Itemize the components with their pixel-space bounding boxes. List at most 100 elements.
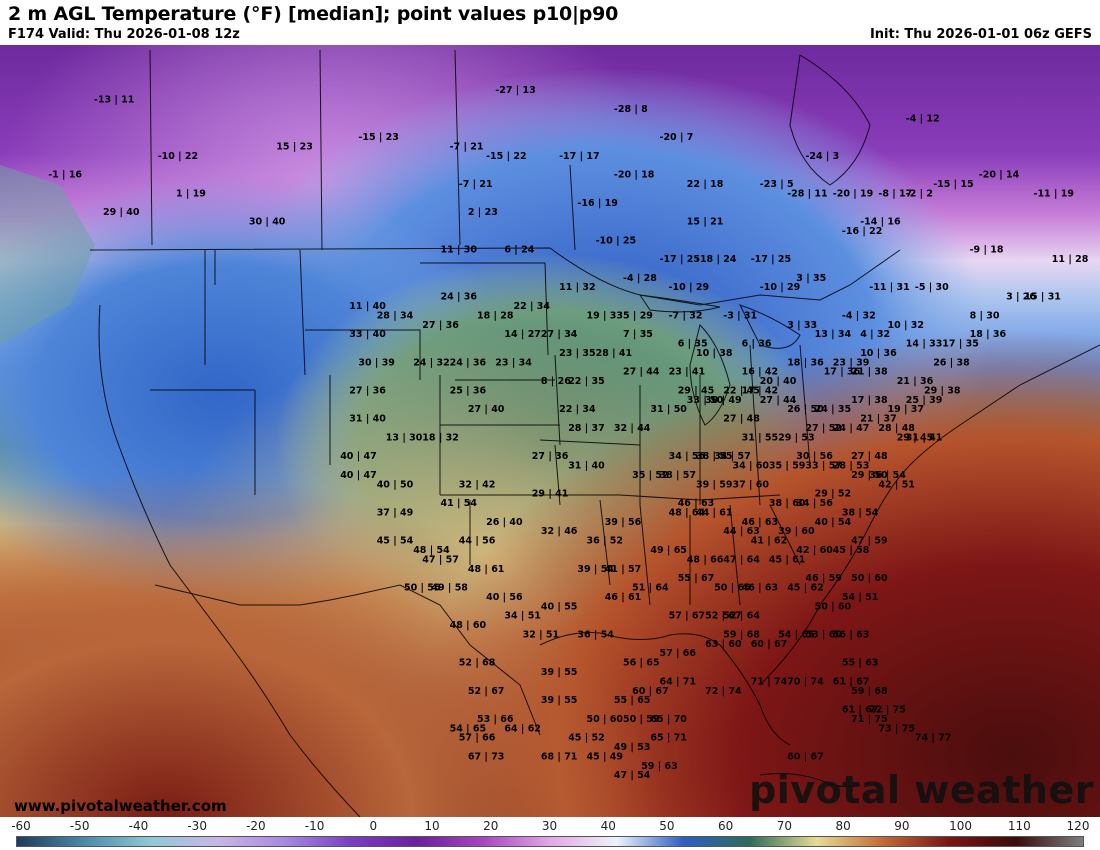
point-value: 5 | 29 xyxy=(623,310,653,321)
point-value: 42 | 60 xyxy=(796,545,833,556)
point-value: 45 | 62 xyxy=(787,583,824,594)
point-value: -10 | 22 xyxy=(158,151,198,162)
point-value: 35 | 59 xyxy=(769,461,806,472)
point-value: 29 | 41 xyxy=(532,489,569,500)
map-canvas: -13 | 11 -1 | 16 -10 | 22 1 | 19 29 | 40 30 |… xyxy=(0,45,1100,817)
point-value: 50 | 66 xyxy=(714,583,751,594)
point-value: 48 | 61 xyxy=(468,564,505,575)
point-value: 27 | 44 xyxy=(623,367,660,378)
point-value: 22 | 34 xyxy=(514,301,551,312)
point-value: 22 | 45 xyxy=(723,386,760,397)
point-value: 27 | 40 xyxy=(468,404,505,415)
point-value: 27 | 36 xyxy=(532,451,569,462)
point-value: 48 | 54 xyxy=(413,545,450,556)
point-value: -9 | 18 xyxy=(970,245,1004,256)
point-value: 28 | 48 xyxy=(878,423,915,434)
point-value: 45 | 49 xyxy=(587,752,624,763)
point-value: 28 | 41 xyxy=(596,348,633,359)
point-value: 32 | 51 xyxy=(523,630,560,641)
point-value: 11 | 30 xyxy=(441,245,478,256)
point-value: -16 | 19 xyxy=(577,198,617,209)
point-value: -27 | 13 xyxy=(495,85,535,96)
point-value: 18 | 36 xyxy=(970,329,1007,340)
point-value: 52 | 68 xyxy=(459,658,496,669)
great-lakes xyxy=(638,294,801,426)
point-value: 31 | 55 xyxy=(742,432,779,443)
point-value: 25 | 39 xyxy=(906,395,943,406)
point-value: 41 | 62 xyxy=(751,536,788,547)
point-value: 8 | 30 xyxy=(970,310,1000,321)
point-value: 27 | 36 xyxy=(349,386,386,397)
point-value: 21 | 36 xyxy=(897,376,934,387)
gulf-coastline xyxy=(539,632,791,746)
color-scale-tick: 40 xyxy=(600,819,616,833)
map-header: 2 m AGL Temperature (°F) [median]; point… xyxy=(0,0,1100,45)
canada-province-lines xyxy=(149,49,576,251)
point-value: 55 | 67 xyxy=(678,573,715,584)
color-scale-tick: 0 xyxy=(369,819,378,833)
point-value: -17 | 25 xyxy=(751,254,791,265)
point-value: 48 | 60 xyxy=(450,620,487,631)
point-value: 34 | 57 xyxy=(714,451,751,462)
point-value: 10 | 36 xyxy=(860,348,897,359)
point-value: -4 | 32 xyxy=(842,310,876,321)
cuba-outline xyxy=(759,772,861,788)
point-value: 34 | 56 xyxy=(669,451,706,462)
point-value: 38 | 54 xyxy=(842,508,879,519)
point-value: 56 | 65 xyxy=(623,658,660,669)
point-value: 40 | 47 xyxy=(340,470,377,481)
hudson-bay xyxy=(789,54,871,186)
point-value: 53 | 66 xyxy=(477,714,514,725)
point-value: 1 | 19 xyxy=(176,188,206,199)
point-value: 47 | 59 xyxy=(851,536,888,547)
point-value: -4 | 28 xyxy=(623,273,657,284)
point-value: 45 | 54 xyxy=(377,536,414,547)
point-value: 27 | 52 xyxy=(805,423,842,434)
point-value: 44 | 61 xyxy=(696,508,733,519)
point-value: 72 | 74 xyxy=(705,686,742,697)
point-value: 53 | 60 xyxy=(805,630,842,641)
point-values: -13 | 11 -1 | 16 -10 | 22 1 | 19 29 | 40 30 |… xyxy=(48,85,1089,781)
point-value: 14 | 33 xyxy=(906,339,943,350)
point-value: 10 | 32 xyxy=(888,320,925,331)
point-value: 46 | 59 xyxy=(805,573,842,584)
point-value: -24 | 3 xyxy=(805,151,839,162)
point-value: 19 | 37 xyxy=(888,404,925,415)
point-value: 6 | 35 xyxy=(678,339,708,350)
point-value: 2 | 23 xyxy=(468,207,498,218)
point-value: 32 | 46 xyxy=(541,526,578,537)
temperature-map[interactable]: -13 | 11 -1 | 16 -10 | 22 1 | 19 29 | 40 30 |… xyxy=(0,45,1100,817)
field-pacific-nw xyxy=(0,165,95,345)
point-value: 6 | 24 xyxy=(504,245,534,256)
point-value: 22 | 18 xyxy=(687,179,724,190)
point-value: -4 | 12 xyxy=(906,113,940,124)
color-scale-tick: 50 xyxy=(659,819,675,833)
point-value: 26 | 38 xyxy=(933,357,970,368)
us-canada-border xyxy=(89,247,901,306)
point-value: -28 | 11 xyxy=(787,188,827,199)
point-value: 46 | 63 xyxy=(742,583,779,594)
point-value: 46 | 61 xyxy=(605,592,642,603)
point-value: 39 | 54 xyxy=(577,564,614,575)
point-value: 44 | 63 xyxy=(723,526,760,537)
point-value: -2 | 2 xyxy=(906,188,933,199)
point-value: 31 | 50 xyxy=(650,404,687,415)
point-value: 8 | 26 xyxy=(541,376,571,387)
point-value: 40 | 50 xyxy=(377,479,414,490)
point-value: 3 | 35 xyxy=(796,273,826,284)
point-value: 35 | 52 xyxy=(632,470,669,481)
point-value: -5 | 30 xyxy=(915,282,949,293)
us-mexico-border xyxy=(154,584,541,736)
point-value: 57 | 66 xyxy=(660,648,697,659)
boundaries xyxy=(89,49,1100,817)
point-value: 59 | 68 xyxy=(851,686,888,697)
point-value: 29 | 50 xyxy=(851,470,888,481)
point-value: 18 | 28 xyxy=(477,310,514,321)
atlantic-coastline xyxy=(759,344,1100,686)
point-value: 54 | 65 xyxy=(778,630,815,641)
point-value: 24 | 32 xyxy=(413,357,450,368)
color-scale-tick: 110 xyxy=(1007,819,1031,833)
point-value: 29 | 38 xyxy=(924,386,961,397)
point-value: 52 | 67 xyxy=(705,611,742,622)
point-value: -10 | 29 xyxy=(760,282,800,293)
